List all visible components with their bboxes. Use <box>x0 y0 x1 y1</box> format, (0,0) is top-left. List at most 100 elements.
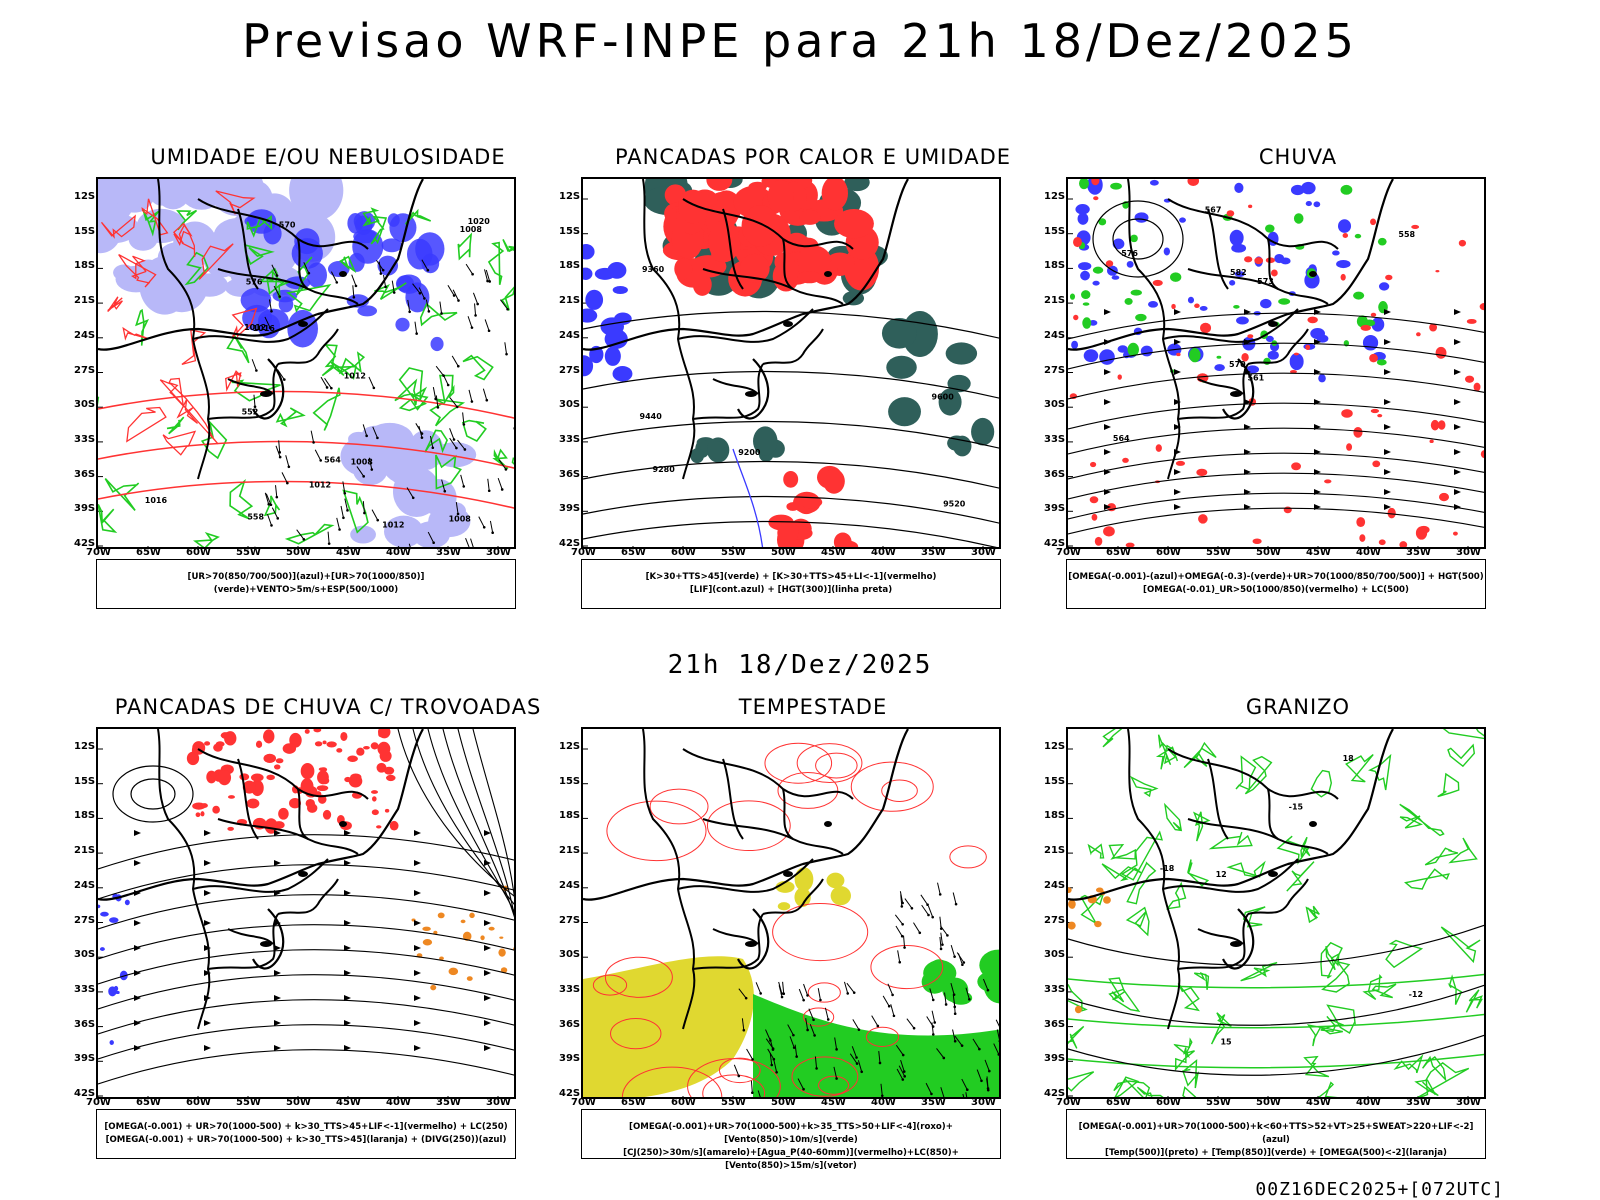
lon-tick-label: 40W <box>1356 1097 1381 1108</box>
lat-tick-label: 24S <box>1044 879 1066 891</box>
lat-tick-label: 30S <box>559 399 581 411</box>
lat-tick-label: 15S <box>559 225 581 237</box>
lon-tick-label: 30W <box>971 547 996 558</box>
lon-tick-label: 35W <box>921 547 946 558</box>
lat-tick-label: 15S <box>74 225 96 237</box>
contour-label: 552 <box>242 407 259 416</box>
lat-tick-label: 18S <box>74 260 96 272</box>
map-chuva[interactable]: 576 573 570 567 564 561 558 582 <box>1066 177 1486 549</box>
lat-tick-label: 27S <box>559 364 581 376</box>
lon-tick-label: 70W <box>86 547 111 558</box>
map-pancadas-calor[interactable]: 9600 9520 9440 9360 9280 9200 <box>581 177 1001 549</box>
panel-pancadas-calor: PANCADAS POR CALOR E UMIDADE 9600 9520 944… <box>559 145 1063 615</box>
contour-label: 9280 <box>653 465 676 474</box>
lon-tick-label: 35W <box>1406 547 1431 558</box>
lon-tick-label: 70W <box>571 547 596 558</box>
lon-tick-label: 55W <box>236 1097 261 1108</box>
lon-tick-label: 65W <box>136 1097 161 1108</box>
lat-tick-label: 18S <box>74 810 96 822</box>
lat-tick-label: 18S <box>1044 260 1066 272</box>
lat-tick-label: 42S <box>559 1088 581 1099</box>
contour-label: 1008 <box>449 514 472 523</box>
lat-tick-label: 15S <box>1044 225 1066 237</box>
map-canvas: 1012100810161012100810121016102010081012… <box>98 179 514 547</box>
panel-trovoadas: PANCADAS DE CHUVA C/ TROVOADAS [OMEGA(-0… <box>74 695 578 1165</box>
contour-label: 9600 <box>932 393 955 402</box>
map-canvas <box>583 729 999 1097</box>
legend-line-1: [OMEGA(-0.001)-(azul)+OMEGA(-0.3)-(verde… <box>1068 572 1484 582</box>
contour-label: 9520 <box>943 499 966 508</box>
lat-tick-label: 18S <box>1044 810 1066 822</box>
panel-legend: [OMEGA(-0.001) + UR>70(1000-500) + k>30_… <box>96 1109 516 1159</box>
panel-title: PANCADAS POR CALOR E UMIDADE <box>614 145 1012 169</box>
map-tempestade[interactable] <box>581 727 1001 1099</box>
panel-legend: [OMEGA(-0.001)-(azul)+OMEGA(-0.3)-(verde… <box>1066 559 1486 609</box>
lon-tick-label: 30W <box>1456 1097 1481 1108</box>
legend-line-2: [OMEGA(-0.01)_UR>50(1000/850)(vermelho) … <box>1143 585 1409 595</box>
map-canvas: -12 -15 -18 12 15 18 <box>1068 729 1484 1097</box>
lon-tick-label: 60W <box>186 1097 211 1108</box>
contour-label: 582 <box>1230 268 1247 277</box>
lon-tick-label: 65W <box>621 547 646 558</box>
panel-granizo: GRANIZO -12 -15 -18 12 15 18 [OMEGA(-0.001)+U… <box>1044 695 1548 1165</box>
legend-line-1: [OMEGA(-0.001)+UR>70(1000-500)+k>35_TTS>… <box>629 1122 953 1145</box>
map-canvas <box>98 729 514 1097</box>
panel-title: PANCADAS DE CHUVA C/ TROVOADAS <box>114 695 542 719</box>
lat-tick-label: 42S <box>1044 538 1066 549</box>
contour-label: 9440 <box>640 412 663 421</box>
panel-tempestade: TEMPESTADE [OMEGA(-0.001)+UR>70(1000-500… <box>559 695 1063 1171</box>
lat-tick-label: 33S <box>559 983 581 995</box>
lon-tick-label: 45W <box>1306 1097 1331 1108</box>
map-trovoadas[interactable] <box>96 727 516 1099</box>
lon-tick-label: 40W <box>871 547 896 558</box>
lon-tick-label: 40W <box>386 1097 411 1108</box>
lon-tick-label: 70W <box>571 1097 596 1108</box>
panel-legend: [OMEGA(-0.001)+UR>70(1000-500)+k<60+TTS>… <box>1066 1109 1486 1159</box>
lat-tick-label: 36S <box>1044 468 1066 480</box>
lon-tick-label: 40W <box>386 547 411 558</box>
contour-label: 558 <box>247 513 264 522</box>
lon-tick-label: 55W <box>236 547 261 558</box>
legend-line-1: [OMEGA(-0.001) + UR>70(1000-500) + k>30_… <box>104 1122 508 1132</box>
legend-line-2: [LIF](cont.azul) + [HGT(300)](linha pret… <box>689 585 893 595</box>
lon-tick-label: 50W <box>771 1097 796 1108</box>
lat-tick-label: 39S <box>74 503 96 515</box>
lat-tick-label: 27S <box>74 914 96 926</box>
lat-tick-label: 24S <box>559 329 581 341</box>
lat-tick-label: 15S <box>74 775 96 787</box>
lon-tick-label: 70W <box>1056 547 1081 558</box>
panel-legend: [K>30+TTS>45](verde) + [K>30+TTS>45+LI<-… <box>581 559 1001 609</box>
lon-tick-label: 55W <box>721 547 746 558</box>
lat-tick-label: 39S <box>1044 1053 1066 1065</box>
lon-tick-label: 35W <box>436 547 461 558</box>
lon-tick-label: 40W <box>871 1097 896 1108</box>
lon-tick-label: 50W <box>286 547 311 558</box>
contour-label: 1016 <box>145 496 168 505</box>
lon-tick-label: 65W <box>621 1097 646 1108</box>
map-granizo[interactable]: -12 -15 -18 12 15 18 <box>1066 727 1486 1099</box>
lon-tick-label: 50W <box>286 1097 311 1108</box>
lon-tick-label: 30W <box>1456 547 1481 558</box>
lon-tick-label: 70W <box>1056 1097 1081 1108</box>
lat-tick-label: 36S <box>74 468 96 480</box>
lat-tick-label: 21S <box>1044 295 1066 307</box>
lat-tick-label: 36S <box>1044 1018 1066 1030</box>
lon-tick-label: 35W <box>921 1097 946 1108</box>
lon-tick-label: 50W <box>1256 547 1281 558</box>
lon-tick-label: 45W <box>1306 547 1331 558</box>
lat-tick-label: 21S <box>74 295 96 307</box>
lat-tick-label: 39S <box>559 503 581 515</box>
contour-label: 12 <box>1216 870 1227 879</box>
lat-tick-label: 15S <box>1044 775 1066 787</box>
contour-label: -18 <box>1160 864 1175 873</box>
contour-label: 1012 <box>244 323 266 332</box>
lat-tick-label: 24S <box>559 879 581 891</box>
lat-tick-label: 36S <box>559 468 581 480</box>
lon-tick-label: 45W <box>336 547 361 558</box>
legend-line-1: [OMEGA(-0.001)+UR>70(1000-500)+k<60+TTS>… <box>1078 1122 1474 1145</box>
panel-title: TEMPESTADE <box>738 695 888 719</box>
lon-tick-label: 65W <box>136 547 161 558</box>
lat-tick-label: 27S <box>74 364 96 376</box>
map-umidade[interactable]: 1012 1008 1016 1012 1008 1012 1016 1020 1008 1012… <box>96 177 516 549</box>
